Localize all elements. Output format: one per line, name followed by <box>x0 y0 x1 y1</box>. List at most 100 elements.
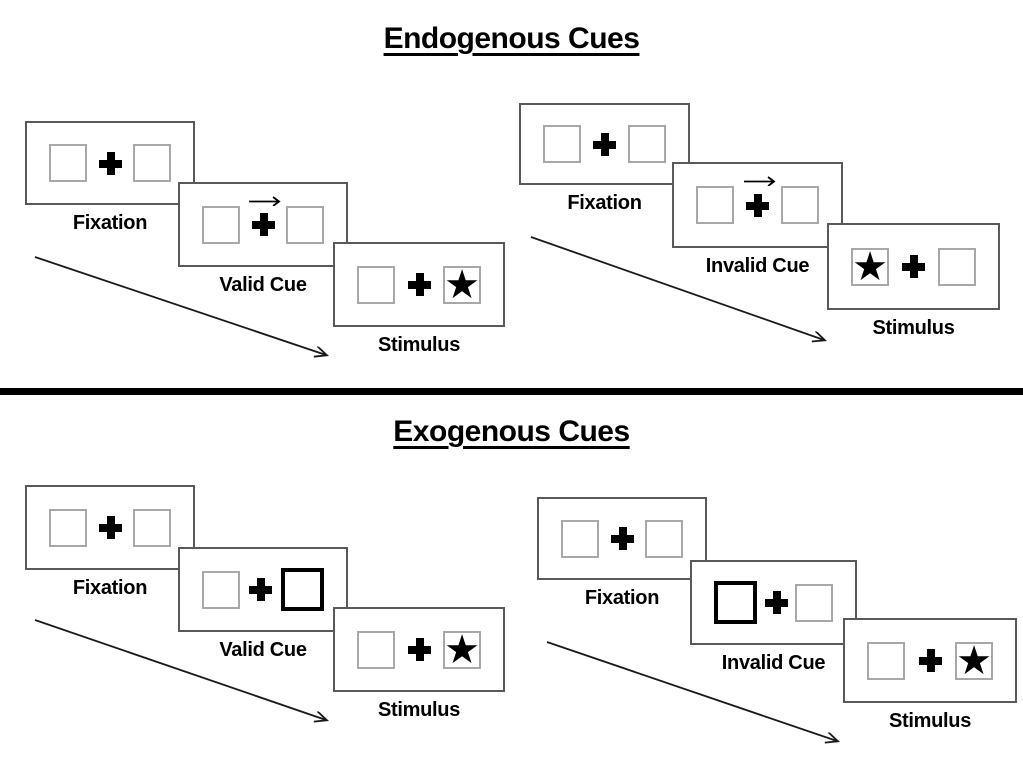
left-placeholder-box <box>696 186 734 224</box>
panel-label-fixation: Fixation <box>72 212 148 234</box>
fixation-cross-icon <box>251 213 275 236</box>
cue-screen <box>178 182 348 267</box>
left-placeholder-box <box>202 205 240 244</box>
cue-screen <box>690 560 857 645</box>
panel-label-fixation: Fixation <box>567 192 642 214</box>
panel-label-stimulus: Stimulus <box>888 710 972 732</box>
stimulus-screen: ★ <box>827 223 1000 310</box>
right-placeholder-box <box>133 144 171 182</box>
fixation-area <box>401 609 437 690</box>
sequence-arrow-exogenous-valid <box>34 619 326 720</box>
stimulus-screen: ★ <box>843 618 1017 703</box>
left-placeholder-box <box>543 125 581 163</box>
right-placeholder-box <box>645 519 683 558</box>
trial-panel-exogenous-invalid-cue: Invalid Cue <box>690 560 857 674</box>
sequence-arrow-endogenous-valid <box>34 256 326 355</box>
panel-label-cue: Invalid Cue <box>721 652 826 674</box>
fixation-screen <box>25 485 195 570</box>
fixation-cross-icon <box>249 578 272 601</box>
panel-label-stimulus: Stimulus <box>872 317 955 339</box>
fixation-area <box>587 105 623 183</box>
trial-panel-endogenous-invalid-stimulus: ★ Stimulus <box>827 223 1000 339</box>
trial-panel-endogenous-invalid-cue: Invalid Cue <box>672 162 843 277</box>
star-target-icon: ★ <box>852 244 888 289</box>
fixation-cross-icon <box>407 273 431 296</box>
trial-panel-exogenous-invalid-stimulus: ★ Stimulus <box>843 618 1017 732</box>
right-placeholder-box <box>133 508 171 547</box>
fixation-area <box>740 164 776 246</box>
left-placeholder-box <box>357 630 395 669</box>
left-placeholder-box <box>561 519 599 558</box>
fixation-area <box>92 487 128 568</box>
cue-right-arrow-icon <box>248 193 282 211</box>
left-placeholder-box <box>49 508 87 547</box>
fixation-area <box>401 244 437 325</box>
section-divider <box>0 388 1023 395</box>
cue-right-arrow-icon <box>743 173 777 191</box>
fixation-cross-icon <box>918 649 942 672</box>
trial-panel-endogenous-valid-stimulus: ★ Stimulus <box>333 242 505 356</box>
left-target-box: ★ <box>851 244 889 289</box>
trial-panel-exogenous-valid-cue: Valid Cue <box>178 547 348 661</box>
cue-screen <box>672 162 843 248</box>
right-target-box: ★ <box>443 262 481 307</box>
panel-label-cue: Valid Cue <box>219 639 307 661</box>
sequence-arrow-endogenous-invalid <box>530 236 824 340</box>
right-target-box: ★ <box>955 638 993 683</box>
panel-label-fixation: Fixation <box>72 577 148 599</box>
fixation-cross-icon <box>764 591 788 614</box>
right-placeholder-box <box>286 205 324 244</box>
trial-panel-endogenous-invalid-fixation: Fixation <box>519 103 690 214</box>
star-target-icon: ★ <box>444 262 480 307</box>
fixation-cross-icon <box>407 638 431 661</box>
fixation-area <box>912 620 948 701</box>
trial-panel-endogenous-valid-fixation: Fixation <box>25 121 195 234</box>
right-target-box: ★ <box>443 627 481 672</box>
right-placeholder-box <box>795 583 833 622</box>
star-target-icon: ★ <box>444 627 480 672</box>
fixation-area <box>604 499 640 578</box>
trial-panel-exogenous-invalid-fixation: Fixation <box>537 497 707 609</box>
fixation-area <box>758 562 794 643</box>
sequence-arrow-exogenous-invalid <box>546 641 837 741</box>
trial-panel-exogenous-valid-stimulus: ★ Stimulus <box>333 607 505 721</box>
fixation-screen <box>519 103 690 185</box>
star-target-icon: ★ <box>956 638 992 683</box>
cue-screen <box>178 547 348 632</box>
trial-panel-endogenous-valid-cue: Valid Cue <box>178 182 348 296</box>
fixation-cross-icon <box>746 193 769 217</box>
trial-panel-exogenous-valid-fixation: Fixation <box>25 485 195 599</box>
fixation-area <box>245 184 281 265</box>
fixation-area <box>92 123 128 203</box>
panel-label-fixation: Fixation <box>584 587 660 609</box>
panel-label-cue: Invalid Cue <box>705 255 810 277</box>
left-placeholder-box <box>357 265 395 304</box>
panel-label-cue: Valid Cue <box>219 274 307 296</box>
left-cued-box <box>714 581 757 624</box>
fixation-screen <box>537 497 707 580</box>
section-title-endogenous-text: Endogenous Cues <box>383 22 640 55</box>
section-title-endogenous: Endogenous Cues <box>0 22 1023 56</box>
fixation-area <box>896 225 932 308</box>
left-placeholder-box <box>867 641 905 680</box>
left-placeholder-box <box>49 144 87 182</box>
section-title-exogenous: Exogenous Cues <box>0 415 1023 449</box>
fixation-cross-icon <box>98 151 122 175</box>
fixation-area <box>243 549 279 630</box>
fixation-cross-icon <box>610 527 634 550</box>
right-placeholder-box <box>628 125 666 163</box>
fixation-screen <box>25 121 195 205</box>
stimulus-screen: ★ <box>333 242 505 327</box>
right-placeholder-box <box>938 247 976 286</box>
fixation-cross-icon <box>902 255 925 278</box>
fixation-cross-icon <box>98 516 122 539</box>
right-cued-box <box>281 568 324 611</box>
left-placeholder-box <box>202 570 240 609</box>
fixation-cross-icon <box>593 132 616 156</box>
right-placeholder-box <box>781 186 819 224</box>
panel-label-stimulus: Stimulus <box>377 334 461 356</box>
section-title-exogenous-text: Exogenous Cues <box>393 415 630 448</box>
stimulus-screen: ★ <box>333 607 505 692</box>
